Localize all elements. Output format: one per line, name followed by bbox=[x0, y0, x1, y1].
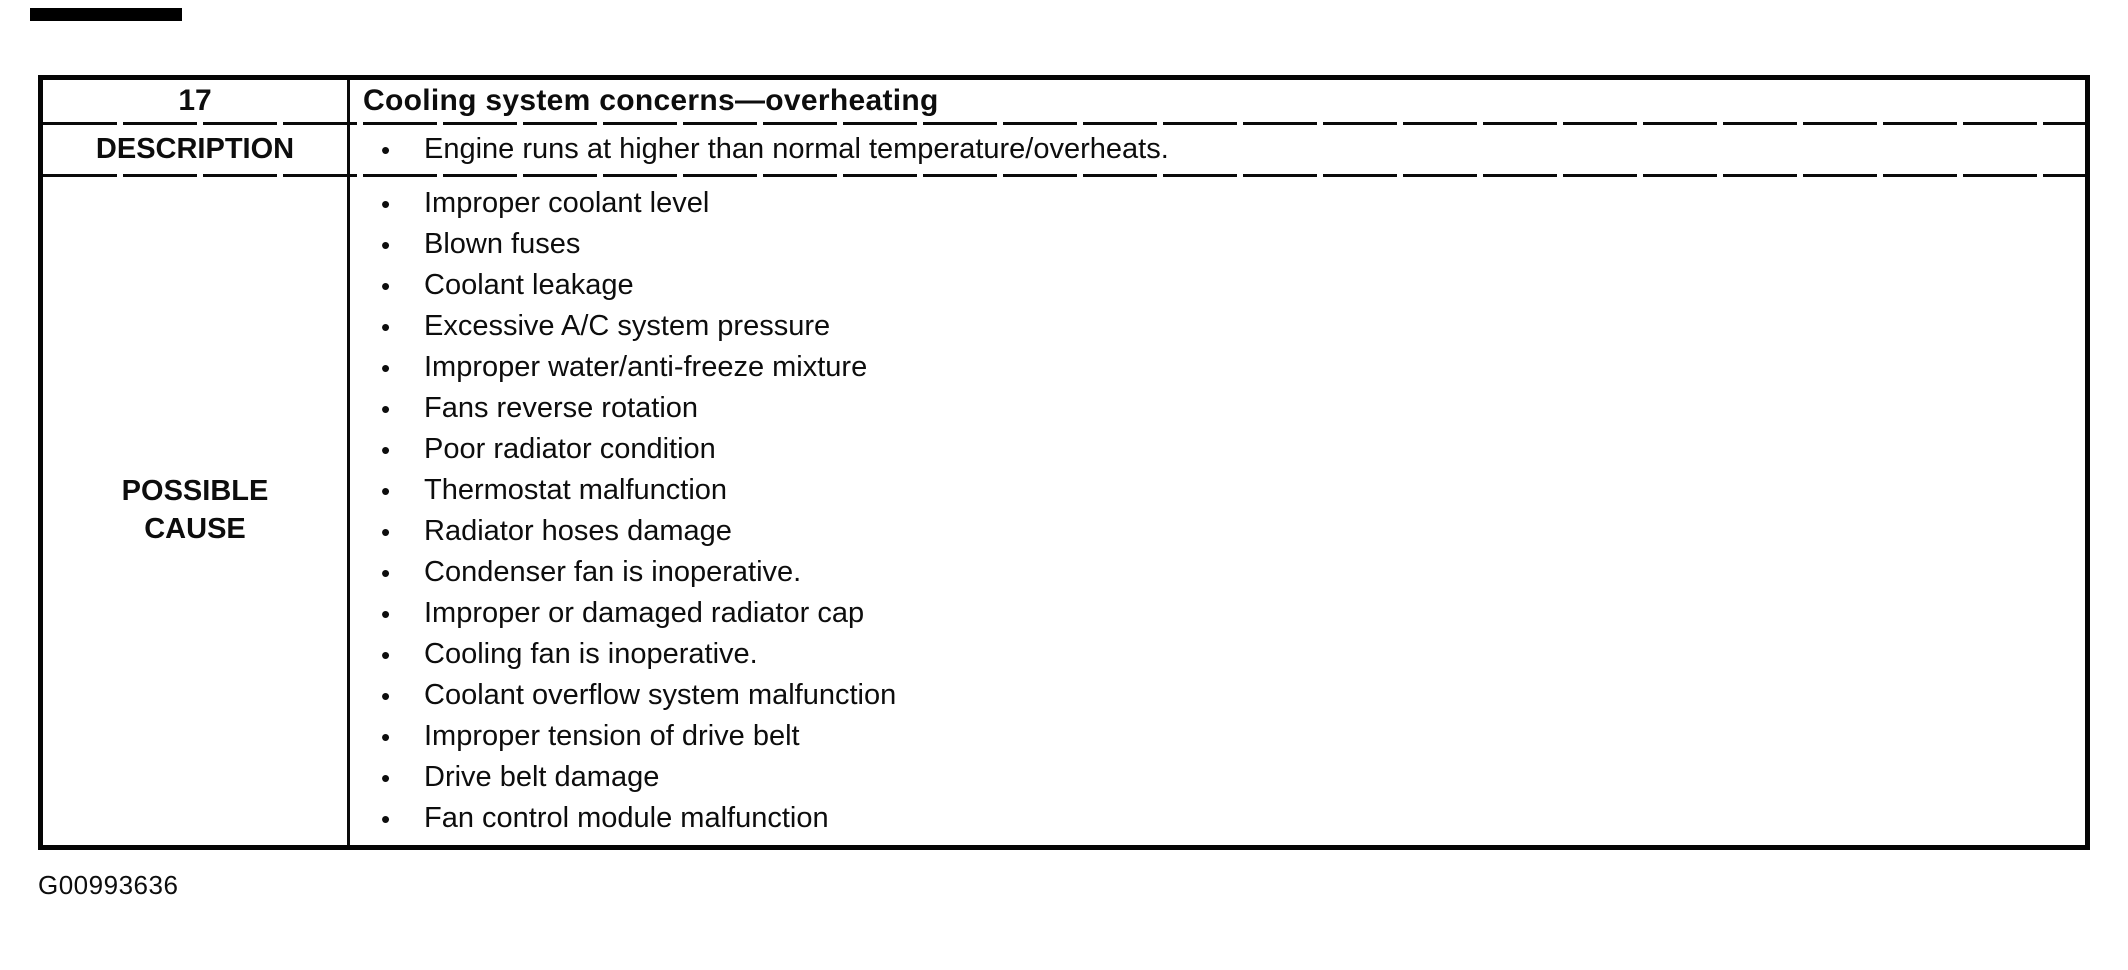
table-title-cell: Cooling system concerns—overheating bbox=[350, 80, 2085, 122]
cause-item-text: Fans reverse rotation bbox=[424, 392, 699, 424]
list-item: • Coolant overflow system malfunction bbox=[350, 675, 2085, 716]
cause-item-text: Improper tension of drive belt bbox=[424, 720, 800, 752]
cause-item-text: Poor radiator condition bbox=[424, 433, 716, 465]
row-divider bbox=[43, 122, 2085, 125]
bullet-icon: • bbox=[381, 475, 391, 506]
cause-item-text: Blown fuses bbox=[424, 228, 581, 260]
description-row: DESCRIPTION • Engine runs at higher than… bbox=[43, 125, 2085, 174]
cause-item-text: Fan control module malfunction bbox=[424, 802, 829, 834]
bullet-icon: • bbox=[381, 516, 391, 547]
bullet-icon: • bbox=[381, 762, 391, 793]
description-label: DESCRIPTION bbox=[95, 132, 295, 165]
list-item: • Improper coolant level bbox=[350, 183, 2085, 224]
list-item: • Excessive A/C system pressure bbox=[350, 306, 2085, 347]
possible-cause-label: POSSIBLE CAUSE bbox=[122, 473, 269, 548]
list-item: • Improper water/anti-freeze mixture bbox=[350, 347, 2085, 388]
list-item: • Coolant leakage bbox=[350, 265, 2085, 306]
possible-cause-list: • Improper coolant level • Blown fuses •… bbox=[350, 181, 2085, 841]
list-item: • Blown fuses bbox=[350, 224, 2085, 265]
bullet-icon: • bbox=[381, 680, 391, 711]
bullet-icon: • bbox=[381, 188, 391, 219]
bullet-icon: • bbox=[381, 311, 391, 342]
bullet-icon: • bbox=[381, 229, 391, 260]
cause-item-text: Coolant leakage bbox=[424, 269, 634, 301]
bullet-icon: • bbox=[381, 639, 391, 670]
possible-cause-row: POSSIBLE CAUSE • Improper coolant level … bbox=[43, 177, 2085, 845]
possible-cause-label-cell: POSSIBLE CAUSE bbox=[43, 177, 350, 845]
cause-item-text: Thermostat malfunction bbox=[424, 474, 728, 506]
description-label-cell: DESCRIPTION bbox=[43, 125, 350, 174]
description-list: • Engine runs at higher than normal temp… bbox=[350, 127, 2085, 172]
list-item: • Improper or damaged radiator cap bbox=[350, 593, 2085, 634]
description-items-cell: • Engine runs at higher than normal temp… bbox=[350, 125, 2085, 174]
list-item: • Poor radiator condition bbox=[350, 429, 2085, 470]
case-number: 17 bbox=[178, 84, 212, 117]
row-divider bbox=[43, 174, 2085, 177]
bullet-icon: • bbox=[381, 270, 391, 301]
cause-item-text: Radiator hoses damage bbox=[424, 515, 732, 547]
cause-item-text: Excessive A/C system pressure bbox=[424, 310, 831, 342]
scan-artifact-mark bbox=[30, 8, 182, 21]
bullet-icon: • bbox=[381, 352, 391, 383]
figure-code: G00993636 bbox=[38, 870, 179, 900]
list-item: • Engine runs at higher than normal temp… bbox=[350, 129, 2085, 170]
possible-cause-label-line2: CAUSE bbox=[144, 513, 246, 545]
bullet-icon: • bbox=[381, 557, 391, 588]
list-item: • Fan control module malfunction bbox=[350, 798, 2085, 839]
list-item: • Radiator hoses damage bbox=[350, 511, 2085, 552]
list-item: • Thermostat malfunction bbox=[350, 470, 2085, 511]
bullet-icon: • bbox=[381, 134, 391, 165]
diagnostic-table: 17 Cooling system concerns—overheating D… bbox=[38, 75, 2090, 850]
cause-item-text: Cooling fan is inoperative. bbox=[424, 638, 758, 670]
bullet-icon: • bbox=[381, 598, 391, 629]
possible-cause-label-line1: POSSIBLE bbox=[121, 475, 269, 508]
cause-item-text: Improper coolant level bbox=[424, 187, 710, 219]
list-item: • Condenser fan is inoperative. bbox=[350, 552, 2085, 593]
case-number-cell: 17 bbox=[43, 80, 350, 122]
table-header-row: 17 Cooling system concerns—overheating bbox=[43, 80, 2085, 122]
possible-cause-items-cell: • Improper coolant level • Blown fuses •… bbox=[350, 177, 2085, 845]
cause-item-text: Improper water/anti-freeze mixture bbox=[424, 351, 868, 383]
cause-item-text: Condenser fan is inoperative. bbox=[424, 556, 802, 588]
cause-item-text: Drive belt damage bbox=[424, 761, 660, 793]
bullet-icon: • bbox=[381, 721, 391, 752]
list-item: • Improper tension of drive belt bbox=[350, 716, 2085, 757]
bullet-icon: • bbox=[381, 393, 391, 424]
description-item-text: Engine runs at higher than normal temper… bbox=[424, 133, 1169, 165]
cause-item-text: Coolant overflow system malfunction bbox=[424, 679, 897, 711]
table-title: Cooling system concerns—overheating bbox=[363, 84, 939, 117]
list-item: • Fans reverse rotation bbox=[350, 388, 2085, 429]
cause-item-text: Improper or damaged radiator cap bbox=[424, 597, 865, 629]
bullet-icon: • bbox=[381, 803, 391, 834]
list-item: • Drive belt damage bbox=[350, 757, 2085, 798]
bullet-icon: • bbox=[381, 434, 391, 465]
list-item: • Cooling fan is inoperative. bbox=[350, 634, 2085, 675]
